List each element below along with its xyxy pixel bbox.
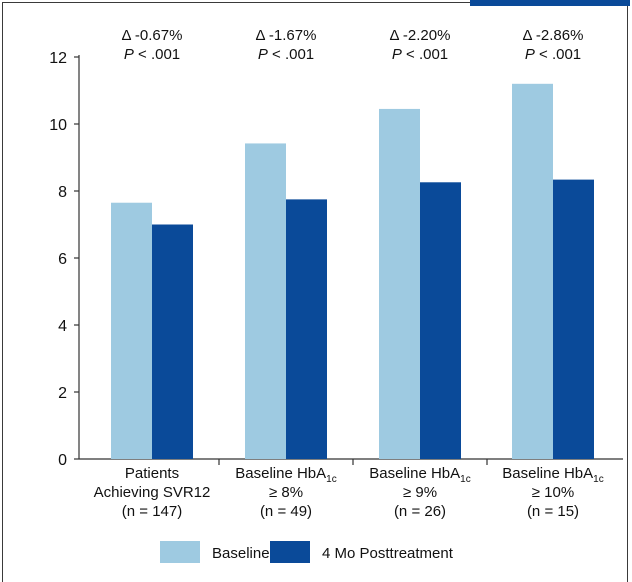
legend-label-baseline: Baseline [212,545,270,562]
category-label: ≥ 8% [269,484,303,501]
bar-posttreatment [286,199,327,459]
category-label: Baseline HbA1c [235,465,336,485]
category-label: ≥ 10% [532,484,574,501]
bar-baseline [245,143,286,459]
legend-label-posttreatment: 4 Mo Posttreatment [322,545,454,562]
header-accent-bar [470,0,630,6]
delta-label: Δ -2.20% [390,27,451,44]
y-tick-label: 10 [49,117,67,134]
category-label: (n = 26) [394,503,446,520]
y-tick-label: 4 [58,318,67,335]
y-tick-label: 0 [58,452,67,469]
p-value-label: P < .001 [258,46,314,63]
category-label: (n = 147) [122,503,182,520]
category-label: Patients [125,465,179,482]
p-value-label: P < .001 [124,46,180,63]
bar-baseline [512,83,553,460]
category-label: (n = 15) [527,503,579,520]
bar-posttreatment [553,179,594,460]
category-label: Baseline HbA1c [369,465,470,485]
bar-posttreatment [420,182,461,460]
delta-label: Δ -1.67% [256,27,317,44]
legend-swatch-posttreatment [270,541,310,563]
bar-baseline [111,202,152,459]
p-value-label: P < .001 [525,46,581,63]
y-tick-label: 12 [49,50,67,67]
category-label: Baseline HbA1c [502,465,603,485]
y-tick-label: 6 [58,251,67,268]
p-value-label: P < .001 [392,46,448,63]
y-tick-label: 2 [58,385,67,402]
legend-swatch-baseline [160,541,200,563]
category-label: ≥ 9% [403,484,437,501]
category-label: (n = 49) [260,503,312,520]
delta-label: Δ -2.86% [523,27,584,44]
delta-label: Δ -0.67% [122,27,183,44]
y-tick-label: 8 [58,184,67,201]
bar-baseline [379,108,420,460]
category-label: Achieving SVR12 [94,484,211,501]
bar-posttreatment [152,224,193,459]
